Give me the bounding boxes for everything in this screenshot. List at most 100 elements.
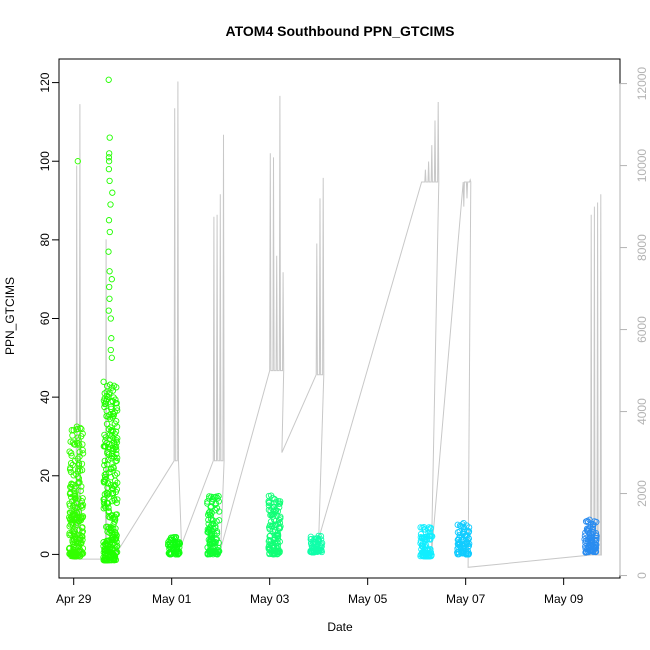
y-tick-label: 80 (38, 233, 52, 247)
series-4 (265, 492, 284, 558)
y2-tick-label: 10000 (635, 149, 649, 183)
data-point (454, 549, 461, 556)
data-point (78, 460, 86, 468)
data-point (427, 546, 434, 554)
data-point (102, 437, 109, 444)
data-point (104, 450, 111, 457)
data-point (175, 550, 182, 557)
data-point (70, 440, 78, 448)
data-point (106, 415, 114, 422)
series-6 (417, 523, 436, 560)
data-point (464, 551, 471, 558)
data-point (69, 498, 76, 505)
data-point-outlier (109, 189, 116, 196)
data-point (113, 499, 120, 506)
data-point (460, 519, 467, 527)
series-0 (66, 158, 87, 560)
y2-tick-label: 6000 (635, 316, 649, 343)
data-point (100, 496, 107, 503)
data-point (111, 472, 119, 479)
data-point (271, 496, 278, 503)
data-point (207, 538, 214, 546)
data-point (113, 543, 120, 551)
y2-tick-label: 12000 (635, 67, 649, 101)
y-tick-label: 100 (38, 151, 52, 171)
data-point (266, 533, 273, 540)
data-point (101, 431, 108, 439)
data-point (78, 425, 85, 433)
data-point (212, 500, 219, 508)
data-point (75, 440, 82, 447)
data-point (466, 540, 473, 547)
data-point (311, 536, 319, 543)
data-point (276, 504, 283, 511)
data-point (208, 522, 215, 529)
data-point (105, 490, 112, 498)
data-point (101, 473, 109, 481)
data-point (107, 424, 114, 431)
axes-layer: 0 20 40 60 80 100 120 0 2000 4000 6000 8000 10000 120… (38, 58, 649, 606)
data-point (105, 504, 112, 511)
data-point-outlier (106, 228, 113, 236)
data-point (268, 492, 275, 499)
data-point (419, 542, 427, 550)
data-point-outlier (108, 276, 115, 283)
data-point (72, 552, 80, 560)
data-point (109, 387, 117, 394)
data-point (68, 483, 75, 490)
x-axis-label: Date (327, 620, 353, 634)
data-point (72, 549, 79, 556)
data-point (211, 549, 219, 556)
data-point (109, 489, 117, 497)
x-tick-label: May 09 (544, 592, 584, 606)
data-point (78, 498, 86, 505)
data-point (68, 494, 75, 501)
data-point (113, 511, 120, 518)
data-point (71, 533, 78, 540)
data-point (591, 536, 598, 544)
data-point (72, 490, 79, 498)
data-point-outlier (105, 217, 113, 224)
data-point (307, 533, 314, 540)
data-point (100, 378, 107, 385)
data-point (75, 479, 83, 487)
y-tick-label: 40 (38, 390, 52, 404)
data-point (114, 407, 121, 414)
data-point (107, 466, 114, 473)
data-point-outlier (106, 134, 113, 141)
data-point (423, 536, 431, 543)
data-point (112, 482, 119, 489)
data-point (455, 541, 462, 548)
x-tick-label: May 01 (152, 592, 192, 606)
data-point (170, 537, 177, 544)
data-point (277, 513, 284, 520)
data-point (79, 533, 86, 540)
data-point (76, 542, 83, 550)
data-point (107, 403, 115, 411)
data-point (103, 396, 111, 403)
data-point (77, 424, 84, 432)
data-points-layer (66, 76, 600, 564)
data-point (79, 450, 87, 457)
data-point-outlier (107, 346, 114, 354)
data-point (204, 529, 211, 536)
data-point (272, 521, 280, 529)
data-point (461, 540, 469, 547)
y-tick-label: 0 (38, 551, 52, 558)
data-point (274, 531, 281, 538)
data-point (206, 541, 214, 548)
series-8 (581, 516, 600, 556)
data-point (207, 512, 215, 519)
data-point-outlier (105, 154, 113, 161)
series-2 (165, 533, 184, 558)
data-point (67, 464, 74, 472)
data-point (75, 518, 83, 525)
data-point (265, 498, 272, 505)
data-point (270, 537, 277, 544)
data-point (70, 472, 77, 479)
data-point (316, 542, 323, 549)
y2-tick-label: 8000 (635, 234, 649, 261)
data-point (456, 528, 463, 535)
data-point (105, 443, 112, 451)
